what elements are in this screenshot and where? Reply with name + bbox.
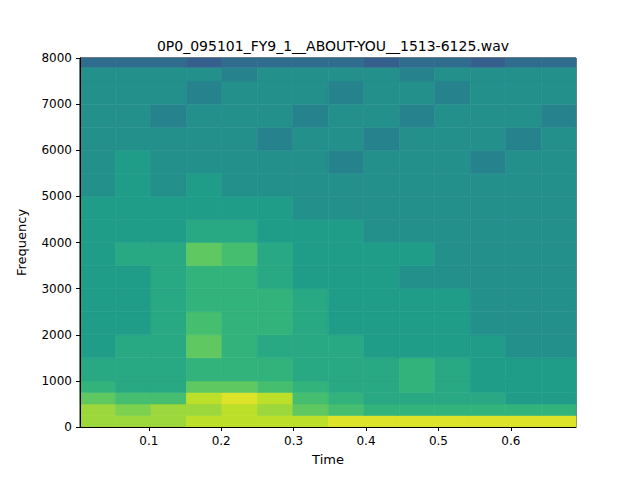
svg-text:Frequency: Frequency [14, 209, 29, 276]
svg-text:0: 0 [64, 420, 72, 434]
svg-text:0.1: 0.1 [139, 434, 158, 448]
svg-text:5000: 5000 [41, 189, 72, 203]
svg-text:0.4: 0.4 [356, 434, 375, 448]
svg-text:Time: Time [311, 452, 344, 467]
svg-text:0.2: 0.2 [212, 434, 231, 448]
svg-text:6000: 6000 [41, 143, 72, 157]
svg-text:0.3: 0.3 [284, 434, 303, 448]
svg-text:3000: 3000 [41, 282, 72, 296]
svg-text:0.5: 0.5 [429, 434, 448, 448]
svg-text:0.6: 0.6 [501, 434, 520, 448]
svg-text:4000: 4000 [41, 236, 72, 250]
svg-text:7000: 7000 [41, 97, 72, 111]
svg-text:8000: 8000 [41, 51, 72, 65]
svg-text:0P0_095101_FY9_1__ABOUT-YOU__1: 0P0_095101_FY9_1__ABOUT-YOU__1513-6125.w… [157, 38, 509, 54]
svg-text:2000: 2000 [41, 328, 72, 342]
svg-text:1000: 1000 [41, 374, 72, 388]
